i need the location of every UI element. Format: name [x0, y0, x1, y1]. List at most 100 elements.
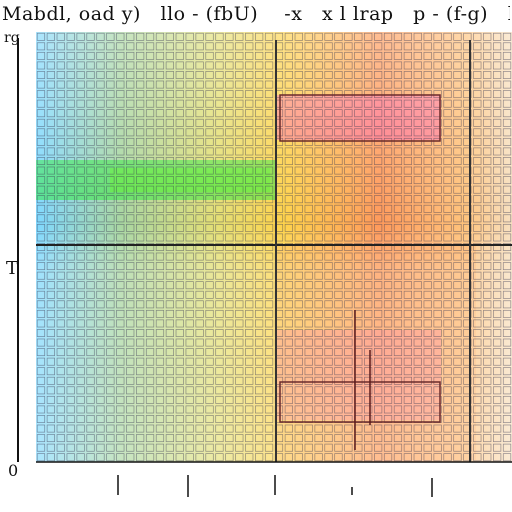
heatmap-cell: [314, 357, 323, 366]
heatmap-cell: [433, 71, 442, 79]
heatmap-cell: [185, 147, 194, 156]
heatmap-cell: [443, 386, 452, 395]
heatmap-cell: [403, 443, 412, 452]
heatmap-cell: [245, 290, 254, 299]
heatmap-cell: [46, 118, 55, 127]
heatmap-cell: [364, 166, 373, 175]
heatmap-cell: [433, 434, 442, 443]
heatmap-cell: [374, 42, 383, 51]
heatmap-cell: [185, 376, 194, 385]
heatmap-cell: [483, 262, 492, 271]
heatmap-cell: [96, 90, 105, 99]
heatmap-cell: [413, 338, 422, 347]
heatmap-cell: [185, 319, 194, 328]
heatmap-cell: [215, 453, 224, 462]
heatmap-cell: [354, 137, 363, 146]
heatmap-cell: [225, 109, 234, 118]
heatmap-cell: [453, 204, 462, 213]
heatmap-cell: [86, 329, 95, 337]
heatmap-cell: [493, 128, 502, 137]
heatmap-cell: [185, 137, 194, 146]
heatmap-cell: [463, 290, 472, 299]
heatmap-cell: [155, 80, 165, 89]
heatmap-cell: [344, 32, 353, 41]
heatmap-cell: [423, 176, 432, 185]
heatmap-cell: [403, 395, 412, 404]
heatmap-cell: [255, 90, 264, 99]
heatmap-cell: [145, 300, 155, 309]
heatmap-cell: [463, 204, 472, 213]
heatmap-cell: [413, 424, 422, 433]
heatmap-cell: [364, 109, 373, 118]
heatmap-cell: [136, 51, 145, 60]
heatmap-cell: [324, 185, 333, 194]
heatmap-cell: [116, 99, 125, 108]
heatmap-cell: [126, 195, 135, 204]
heatmap-cell: [354, 109, 363, 118]
heatmap-cell: [66, 157, 75, 165]
heatmap-cell: [36, 195, 46, 204]
heatmap-cell: [195, 348, 204, 357]
heatmap-cell: [423, 443, 432, 452]
heatmap-cell: [165, 424, 174, 433]
heatmap-cell: [255, 166, 264, 175]
heatmap-cell: [433, 223, 442, 232]
heatmap-cell: [195, 300, 204, 309]
heatmap-cell: [344, 376, 353, 385]
heatmap-cell: [155, 443, 165, 452]
heatmap-cell: [66, 185, 75, 194]
heatmap-cell: [175, 233, 184, 242]
heatmap-cell: [443, 166, 452, 175]
heatmap-cell: [56, 329, 65, 337]
heatmap-cell: [195, 61, 204, 70]
heatmap-cell: [393, 290, 403, 299]
heatmap-cell: [235, 443, 244, 452]
heatmap-cell: [264, 290, 274, 299]
heatmap-cell: [453, 80, 462, 89]
heatmap-cell: [235, 71, 244, 79]
heatmap-cell: [195, 109, 204, 118]
heatmap-cell: [175, 90, 184, 99]
heatmap-cell: [463, 166, 472, 175]
heatmap-cell: [126, 51, 135, 60]
heatmap-cell: [453, 338, 462, 347]
heatmap-cell: [235, 329, 244, 337]
heatmap-cell: [36, 434, 46, 443]
heatmap-cell: [413, 157, 422, 165]
heatmap-cell: [36, 51, 46, 60]
heatmap-cell: [96, 453, 105, 462]
heatmap-cell: [453, 319, 462, 328]
heatmap-cell: [106, 71, 115, 79]
heatmap-cell: [255, 376, 264, 385]
heatmap-cell: [46, 214, 55, 223]
heatmap-cell: [413, 386, 422, 395]
heatmap-cell: [205, 348, 214, 357]
heatmap-cell: [304, 453, 313, 462]
heatmap-cell: [76, 271, 85, 280]
heatmap-cell: [383, 376, 393, 385]
heatmap-cell: [116, 118, 125, 127]
heatmap-cell: [185, 214, 194, 223]
heatmap-cell: [413, 357, 422, 366]
heatmap-cell: [255, 434, 264, 443]
heatmap-cell: [403, 204, 412, 213]
heatmap-cell: [56, 42, 65, 51]
heatmap-cell: [383, 281, 393, 290]
heatmap-cell: [493, 357, 502, 366]
heatmap-cell: [255, 32, 264, 41]
heatmap-cell: [383, 90, 393, 99]
heatmap-cell: [126, 128, 135, 137]
heatmap-cell: [463, 147, 472, 156]
heatmap-cell: [403, 243, 412, 251]
heatmap-cell: [86, 233, 95, 242]
heatmap-cell: [443, 443, 452, 452]
heatmap-cell: [145, 262, 155, 271]
heatmap-cell: [56, 233, 65, 242]
heatmap-cell: [403, 147, 412, 156]
heatmap-cell: [205, 357, 214, 366]
heatmap-cell: [205, 424, 214, 433]
heatmap-cell: [205, 214, 214, 223]
heatmap-cell: [46, 348, 55, 357]
heatmap-cell: [46, 61, 55, 70]
heatmap-cell: [334, 42, 343, 51]
